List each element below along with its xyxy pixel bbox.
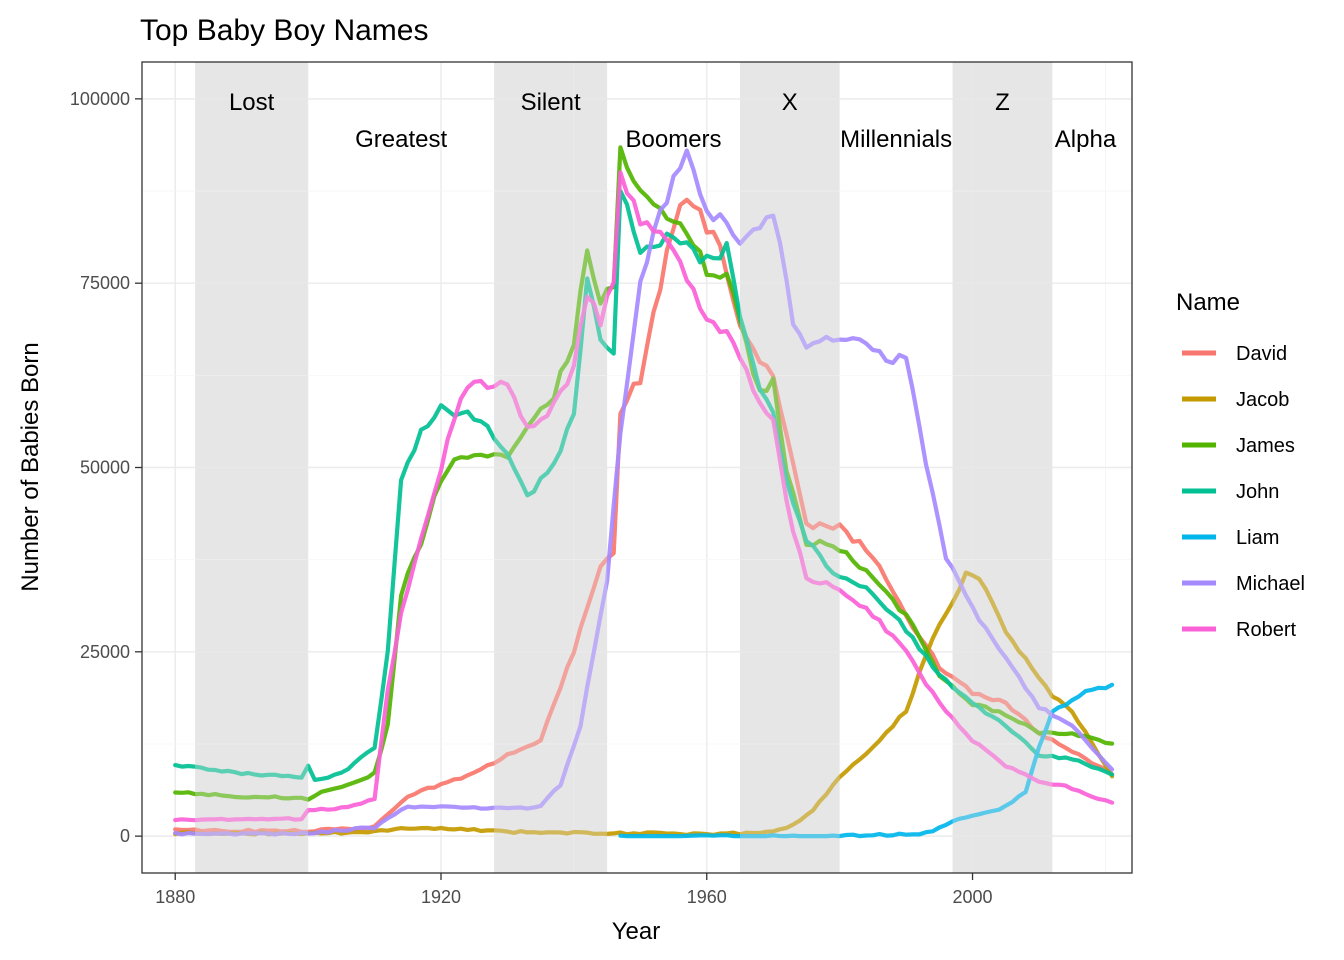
legend-label-john: John [1236, 481, 1279, 503]
generation-label-silent: Silent [521, 89, 581, 116]
generation-band-overlay-lost [195, 62, 309, 873]
y-tick-label: 0 [120, 826, 130, 846]
y-axis-title: Number of Babies Born [17, 342, 44, 591]
x-tick-label: 1960 [687, 887, 727, 907]
legend-label-jacob: Jacob [1236, 389, 1289, 411]
legend-label-robert: Robert [1236, 619, 1296, 641]
x-tick-label: 2000 [953, 887, 993, 907]
series-lines [173, 62, 1115, 873]
generation-label-x: X [782, 89, 798, 116]
legend-label-michael: Michael [1236, 573, 1305, 595]
y-tick-label: 25000 [80, 642, 130, 662]
legend-label-liam: Liam [1236, 527, 1279, 549]
y-tick-label: 50000 [80, 458, 130, 478]
axis-ticks: 1880 1920 1960 2000 0 25000 50000 75000 100000 [70, 89, 993, 907]
gridlines [142, 62, 1132, 873]
x-tick-label: 1920 [421, 887, 461, 907]
generation-label-z: Z [995, 89, 1010, 116]
series-line-john [173, 188, 1115, 783]
generation-label-greatest: Greatest [355, 126, 447, 153]
x-tick-label: 1880 [155, 887, 195, 907]
generation-labels: Lost Greatest Silent Boomers X Millennials Z Al… [229, 89, 1117, 153]
series-line-michael [173, 148, 1115, 837]
generation-label-millennials: Millennials [840, 126, 952, 153]
generation-band-overlay-z [952, 62, 1053, 873]
chart-title: Top Baby Boy Names [140, 14, 428, 47]
x-axis-title: Year [612, 918, 661, 945]
generation-band-overlay-x [739, 62, 840, 873]
y-tick-label: 100000 [70, 89, 130, 109]
generation-label-boomers: Boomers [626, 126, 722, 153]
generation-band-overlay-silent [494, 62, 608, 873]
legend-title: Name [1176, 289, 1240, 316]
legend-label-james: James [1236, 435, 1295, 457]
generation-label-alpha: Alpha [1055, 126, 1117, 153]
legend-label-david: David [1236, 343, 1287, 365]
legend: Name David Jacob James John Liam Michael Rober… [1176, 289, 1305, 641]
generation-label-lost: Lost [229, 89, 275, 116]
y-tick-label: 75000 [80, 273, 130, 293]
series-line-robert [173, 170, 1115, 823]
